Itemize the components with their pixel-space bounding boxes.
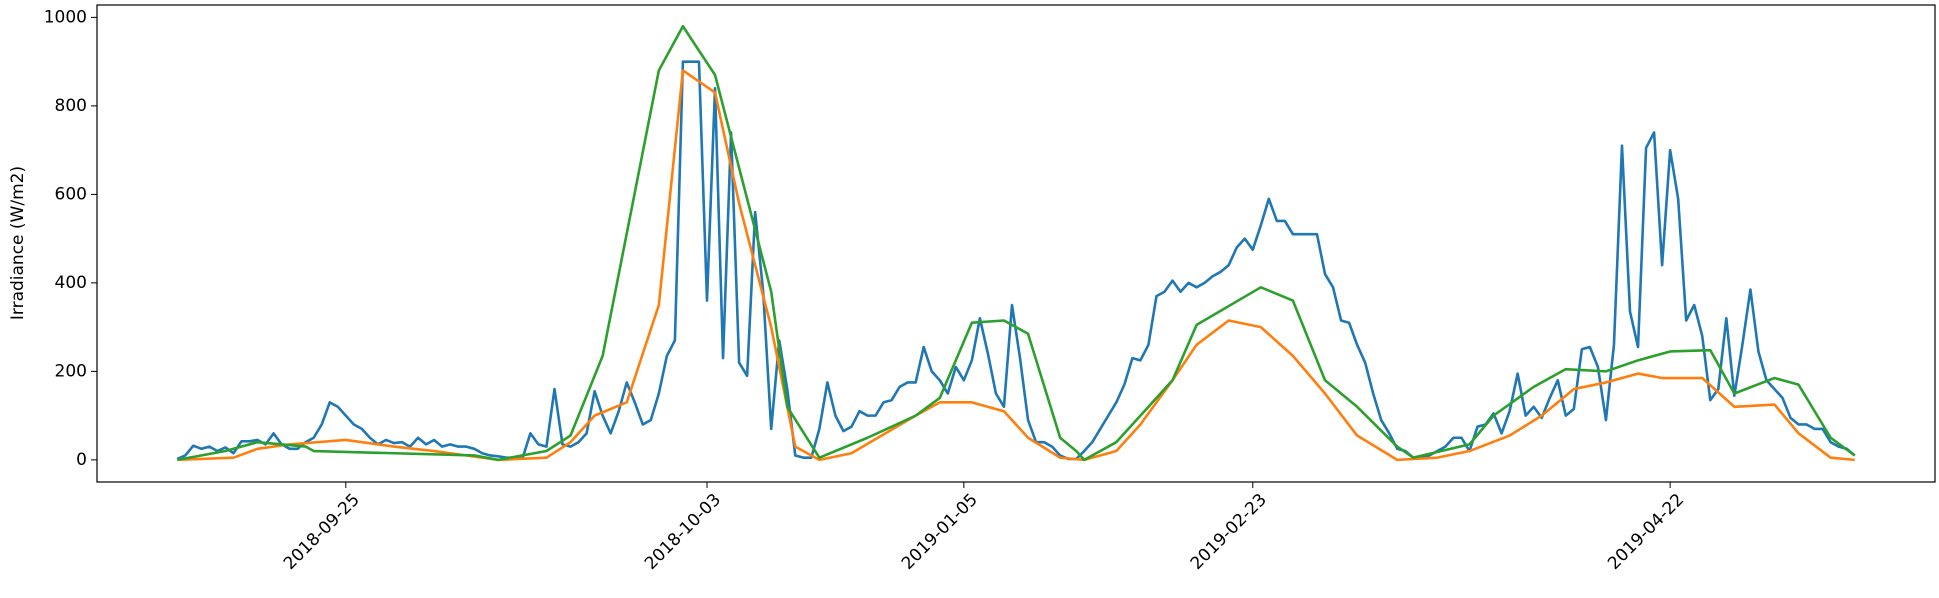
line: [177, 24, 1856, 462]
line: [177, 69, 1855, 462]
y-tick-label: 200: [55, 361, 87, 381]
plot-frame: [96, 4, 1936, 483]
x-tick-label: 2019-01-05: [898, 490, 982, 574]
y-axis-label: Irradiance (W/m2): [8, 166, 28, 320]
x-tick-label: 2018-09-25: [280, 490, 364, 574]
x-tick-label: 2018-10-03: [641, 490, 725, 574]
y-tick-label: 1000: [44, 7, 87, 27]
line: [176, 60, 1856, 461]
x-tick-label: 2019-04-22: [1604, 490, 1688, 574]
y-tick-label: 0: [76, 450, 87, 470]
y-tick-label: 800: [55, 96, 87, 116]
x-tick-label: 2019-02-23: [1187, 490, 1271, 574]
y-tick-label: 600: [55, 184, 87, 204]
y-tick-label: 400: [55, 273, 87, 293]
